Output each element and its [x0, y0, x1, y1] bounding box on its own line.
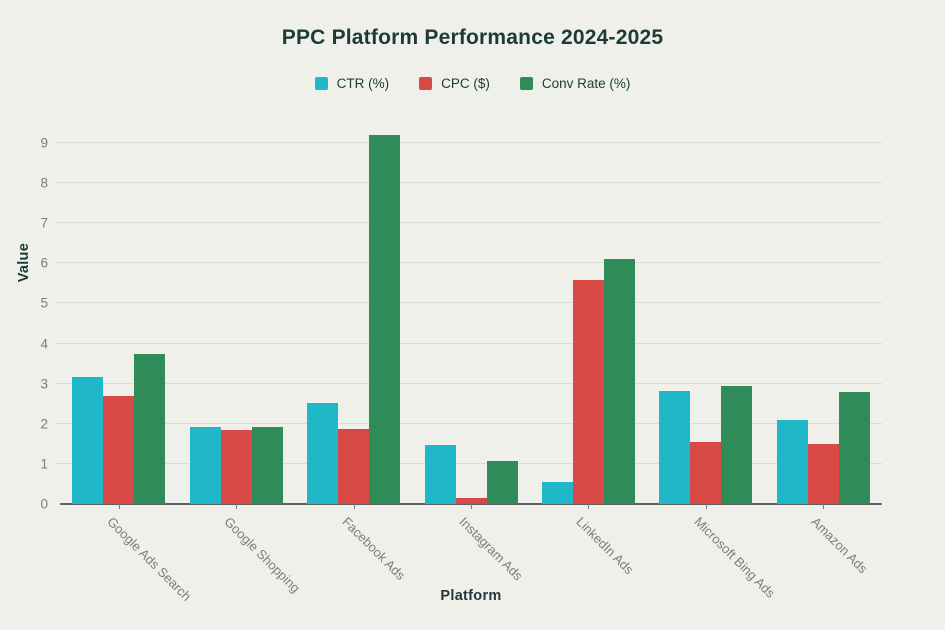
gridline: [55, 142, 882, 144]
legend-swatch-icon: [519, 77, 533, 90]
legend-label: CTR (%): [336, 76, 390, 91]
bar-cpc-facebook-ads: [338, 428, 370, 504]
bar-conv-rate-google-shopping: [251, 427, 283, 504]
gridline: [55, 222, 882, 224]
legend-item-conv-rate[interactable]: Conv Rate (%): [519, 76, 631, 91]
legend-label: Conv Rate (%): [541, 76, 631, 91]
y-tick-label: 5: [40, 295, 48, 311]
bar-ctr-facebook-ads: [307, 402, 339, 504]
x-tick-mark: [118, 504, 120, 509]
y-axis-title: Value: [16, 242, 32, 283]
y-tick-label: 3: [40, 376, 48, 392]
bar-conv-rate-instagram-ads: [486, 460, 518, 504]
bar-conv-rate-linkedin-ads: [603, 259, 635, 504]
bar-ctr-google-shopping: [189, 427, 221, 504]
legend-label: CPC ($): [441, 76, 490, 91]
y-tick-label: 6: [40, 255, 48, 271]
legend: CTR (%) CPC ($) Conv Rate (%): [0, 76, 945, 91]
bar-cpc-linkedin-ads: [572, 280, 604, 504]
bar-ctr-linkedin-ads: [541, 481, 573, 504]
x-tick-mark: [236, 504, 238, 509]
x-tick-label: Amazon Ads: [808, 514, 871, 577]
y-tick-label: 2: [40, 416, 48, 432]
bar-conv-rate-google-ads-search: [134, 353, 166, 504]
y-tick-label: 9: [40, 135, 48, 151]
gridline: [55, 182, 882, 184]
x-tick-mark: [471, 504, 472, 509]
gridline: [55, 302, 882, 304]
chart-title: PPC Platform Performance 2024-2025: [281, 26, 664, 49]
bar-ctr-instagram-ads: [424, 444, 456, 504]
bar-cpc-google-ads-search: [103, 396, 135, 504]
gridline: [55, 342, 882, 344]
bar-conv-rate-microsoft-bing-ads: [721, 386, 753, 504]
x-tick-mark: [705, 504, 707, 509]
y-tick-label: 8: [40, 175, 48, 191]
x-tick-mark: [588, 504, 590, 509]
bar-cpc-instagram-ads: [455, 497, 487, 504]
legend-swatch-icon: [314, 77, 328, 90]
y-tick-label: 0: [40, 496, 48, 512]
bar-ctr-google-ads-search: [72, 376, 104, 504]
x-tick-label: Instagram Ads: [456, 514, 526, 584]
plot-area: 0 1 2 3 4 5 6 7 8 9 Google Ads Search Google Shoppi…: [40, 123, 882, 604]
bar-ctr-amazon-ads: [776, 419, 808, 504]
bar-cpc-microsoft-bing-ads: [690, 442, 722, 504]
x-tick-mark: [823, 504, 825, 509]
x-tick-mark: [353, 504, 355, 509]
x-axis-title: Platform: [440, 588, 502, 604]
gridline: [55, 422, 882, 424]
x-tick-label: LinkedIn Ads: [573, 514, 638, 578]
y-tick-label: 1: [40, 456, 48, 472]
legend-item-cpc[interactable]: CPC ($): [419, 76, 490, 91]
bar-conv-rate-amazon-ads: [838, 391, 870, 504]
x-tick-label: Google Shopping: [221, 514, 304, 596]
bar-cpc-amazon-ads: [807, 443, 839, 504]
bar-ctr-microsoft-bing-ads: [659, 390, 691, 504]
bar-cpc-google-shopping: [220, 429, 252, 504]
bar-conv-rate-facebook-ads: [369, 134, 401, 504]
gridline: [55, 382, 882, 384]
y-tick-label: 4: [40, 336, 48, 352]
y-tick-label: 7: [40, 215, 48, 231]
gridline: [55, 262, 882, 264]
legend-item-ctr[interactable]: CTR (%): [314, 76, 390, 91]
gridline: [55, 462, 882, 464]
x-tick-label: Facebook Ads: [338, 514, 408, 583]
legend-swatch-icon: [419, 77, 433, 90]
